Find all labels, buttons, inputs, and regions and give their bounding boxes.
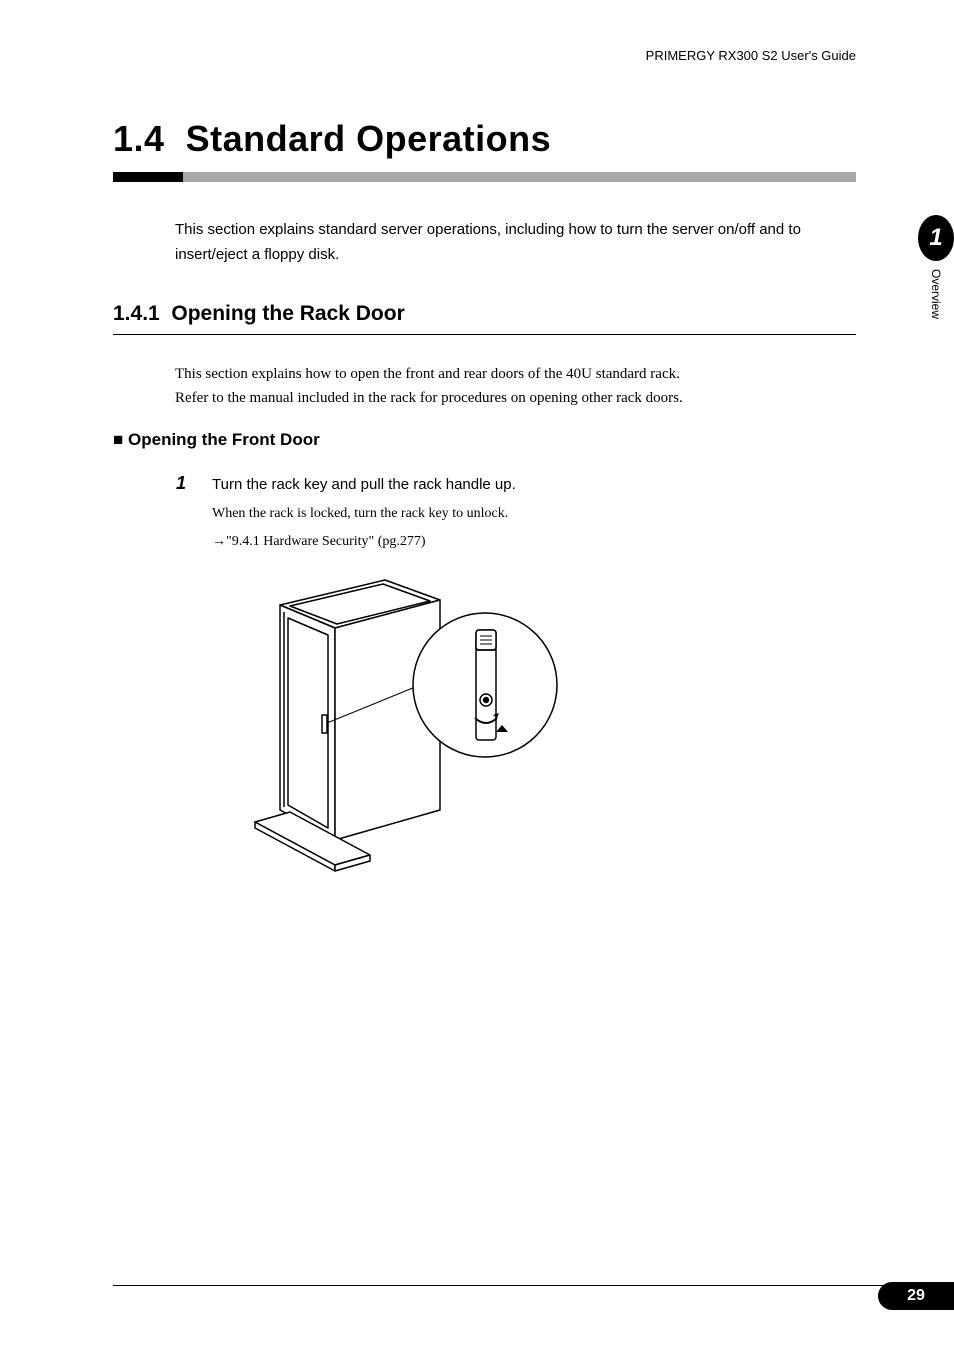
- guide-title: PRIMERGY RX300 S2 User's Guide: [646, 48, 856, 63]
- page-number-badge: 29: [878, 1282, 954, 1310]
- footer-line: [113, 1285, 954, 1286]
- chapter-oval: 1: [918, 215, 954, 261]
- subsection-bullet: ■: [113, 430, 123, 449]
- subsection-text: Opening the Front Door: [128, 430, 320, 449]
- section-text: Opening the Rack Door: [171, 302, 404, 325]
- section-title-block: 1.4.1 Opening the Rack Door: [113, 302, 856, 335]
- rack-diagram: [240, 570, 570, 900]
- chapter-tab: 1 Overview: [918, 215, 954, 345]
- title-underline: [113, 172, 856, 182]
- intro-paragraph: This section explains standard server op…: [175, 218, 854, 268]
- underline-black: [113, 172, 183, 182]
- section-body-line1: This section explains how to open the fr…: [175, 362, 854, 386]
- section-underline: [113, 334, 856, 335]
- step-sub2: →"9.4.1 Hardware Security" (pg.277): [212, 530, 854, 554]
- section-body-line2: Refer to the manual included in the rack…: [175, 386, 854, 410]
- section-heading: 1.4.1 Opening the Rack Door: [113, 302, 856, 326]
- chapter-number: 1: [929, 224, 942, 252]
- heading-number: 1.4: [113, 118, 165, 159]
- main-heading: 1.4 Standard Operations: [113, 118, 856, 160]
- page-header: PRIMERGY RX300 S2 User's Guide: [646, 48, 856, 63]
- step-sub1: When the rack is locked, turn the rack k…: [212, 502, 854, 526]
- underline-gray: [183, 172, 856, 182]
- section-body: This section explains how to open the fr…: [175, 362, 854, 410]
- chapter-label: Overview: [929, 269, 943, 319]
- page-number: 29: [907, 1287, 925, 1305]
- step-text: Turn the rack key and pull the rack hand…: [212, 473, 854, 498]
- rack-svg: [240, 570, 570, 900]
- main-title-block: 1.4 Standard Operations: [113, 118, 856, 182]
- step-container: 1 Turn the rack key and pull the rack ha…: [176, 473, 854, 553]
- subsection-title: ■ Opening the Front Door: [113, 430, 320, 450]
- step-number: 1: [176, 473, 186, 494]
- heading-text: Standard Operations: [186, 118, 552, 159]
- section-number: 1.4.1: [113, 302, 160, 325]
